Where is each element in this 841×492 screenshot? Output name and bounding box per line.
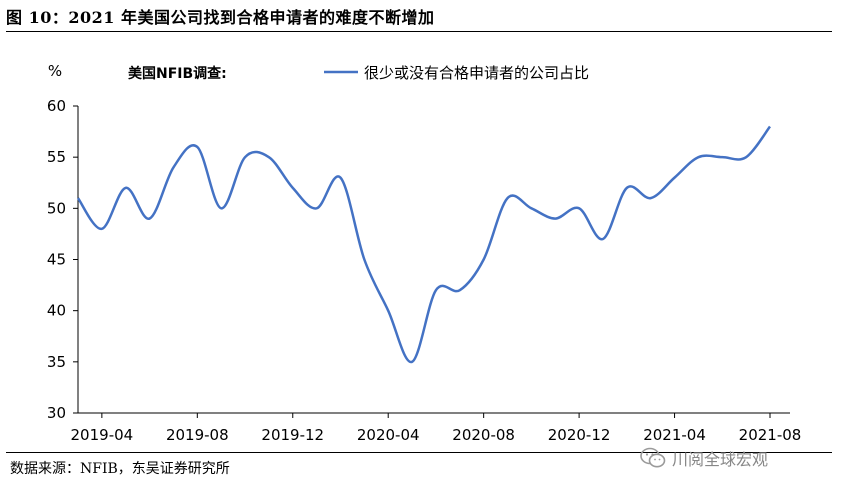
- data-point: [529, 206, 533, 210]
- data-point: [410, 360, 414, 364]
- data-point: [267, 155, 271, 159]
- series-line: [76, 125, 772, 364]
- x-tick-label: 2019-12: [261, 426, 324, 444]
- data-point: [362, 258, 366, 262]
- data-point: [601, 237, 605, 241]
- data-point: [458, 288, 462, 292]
- y-axis-label: %: [48, 62, 62, 80]
- data-point: [625, 186, 629, 190]
- y-tick-label: 50: [47, 199, 66, 217]
- y-tick-label: 45: [47, 251, 66, 269]
- data-point: [649, 196, 653, 200]
- y-tick-label: 30: [47, 404, 66, 422]
- data-point: [506, 196, 510, 200]
- watermark-text: 川阅全球宏观: [672, 450, 769, 469]
- data-point: [124, 186, 128, 190]
- data-point: [243, 155, 247, 159]
- data-point: [744, 155, 748, 159]
- x-tick-label: 2021-08: [739, 426, 802, 444]
- data-point: [338, 176, 342, 180]
- x-tick-label: 2020-12: [548, 426, 611, 444]
- data-point: [696, 155, 700, 159]
- x-tick-label: 2021-04: [643, 426, 706, 444]
- y-tick-label: 60: [47, 97, 66, 115]
- legend-label: 很少或没有合格申请者的公司占比: [364, 64, 589, 82]
- data-point: [100, 227, 104, 231]
- data-point: [195, 145, 199, 149]
- data-point: [76, 196, 80, 200]
- data-point: [386, 309, 390, 313]
- chart-title: 图 10：2021 年美国公司找到合格申请者的难度不断增加: [6, 8, 435, 27]
- x-tick-label: 2019-08: [166, 426, 229, 444]
- data-point: [720, 155, 724, 159]
- wechat-icon: [640, 447, 666, 469]
- watermark: 川阅全球宏观: [640, 446, 768, 470]
- data-point: [291, 186, 295, 190]
- data-point: [553, 217, 557, 221]
- x-tick-label: 2020-08: [452, 426, 515, 444]
- title-divider: [6, 31, 832, 32]
- y-tick-label: 40: [47, 302, 66, 320]
- data-point: [434, 288, 438, 292]
- data-point: [219, 206, 223, 210]
- data-point: [482, 258, 486, 262]
- x-tick-label: 2019-04: [71, 426, 134, 444]
- y-tick-label: 35: [47, 353, 66, 371]
- x-tick-label: 2020-04: [357, 426, 420, 444]
- footer-divider: [6, 452, 832, 453]
- data-point: [148, 217, 152, 221]
- data-source: 数据来源：NFIB，东吴证券研究所: [10, 461, 230, 477]
- data-point: [171, 165, 175, 169]
- y-tick-label: 55: [47, 148, 66, 166]
- data-point: [315, 206, 319, 210]
- data-point: [673, 176, 677, 180]
- data-point: [768, 124, 772, 128]
- chart-annotation: 美国NFIB调查:: [128, 65, 227, 82]
- data-point: [577, 206, 581, 210]
